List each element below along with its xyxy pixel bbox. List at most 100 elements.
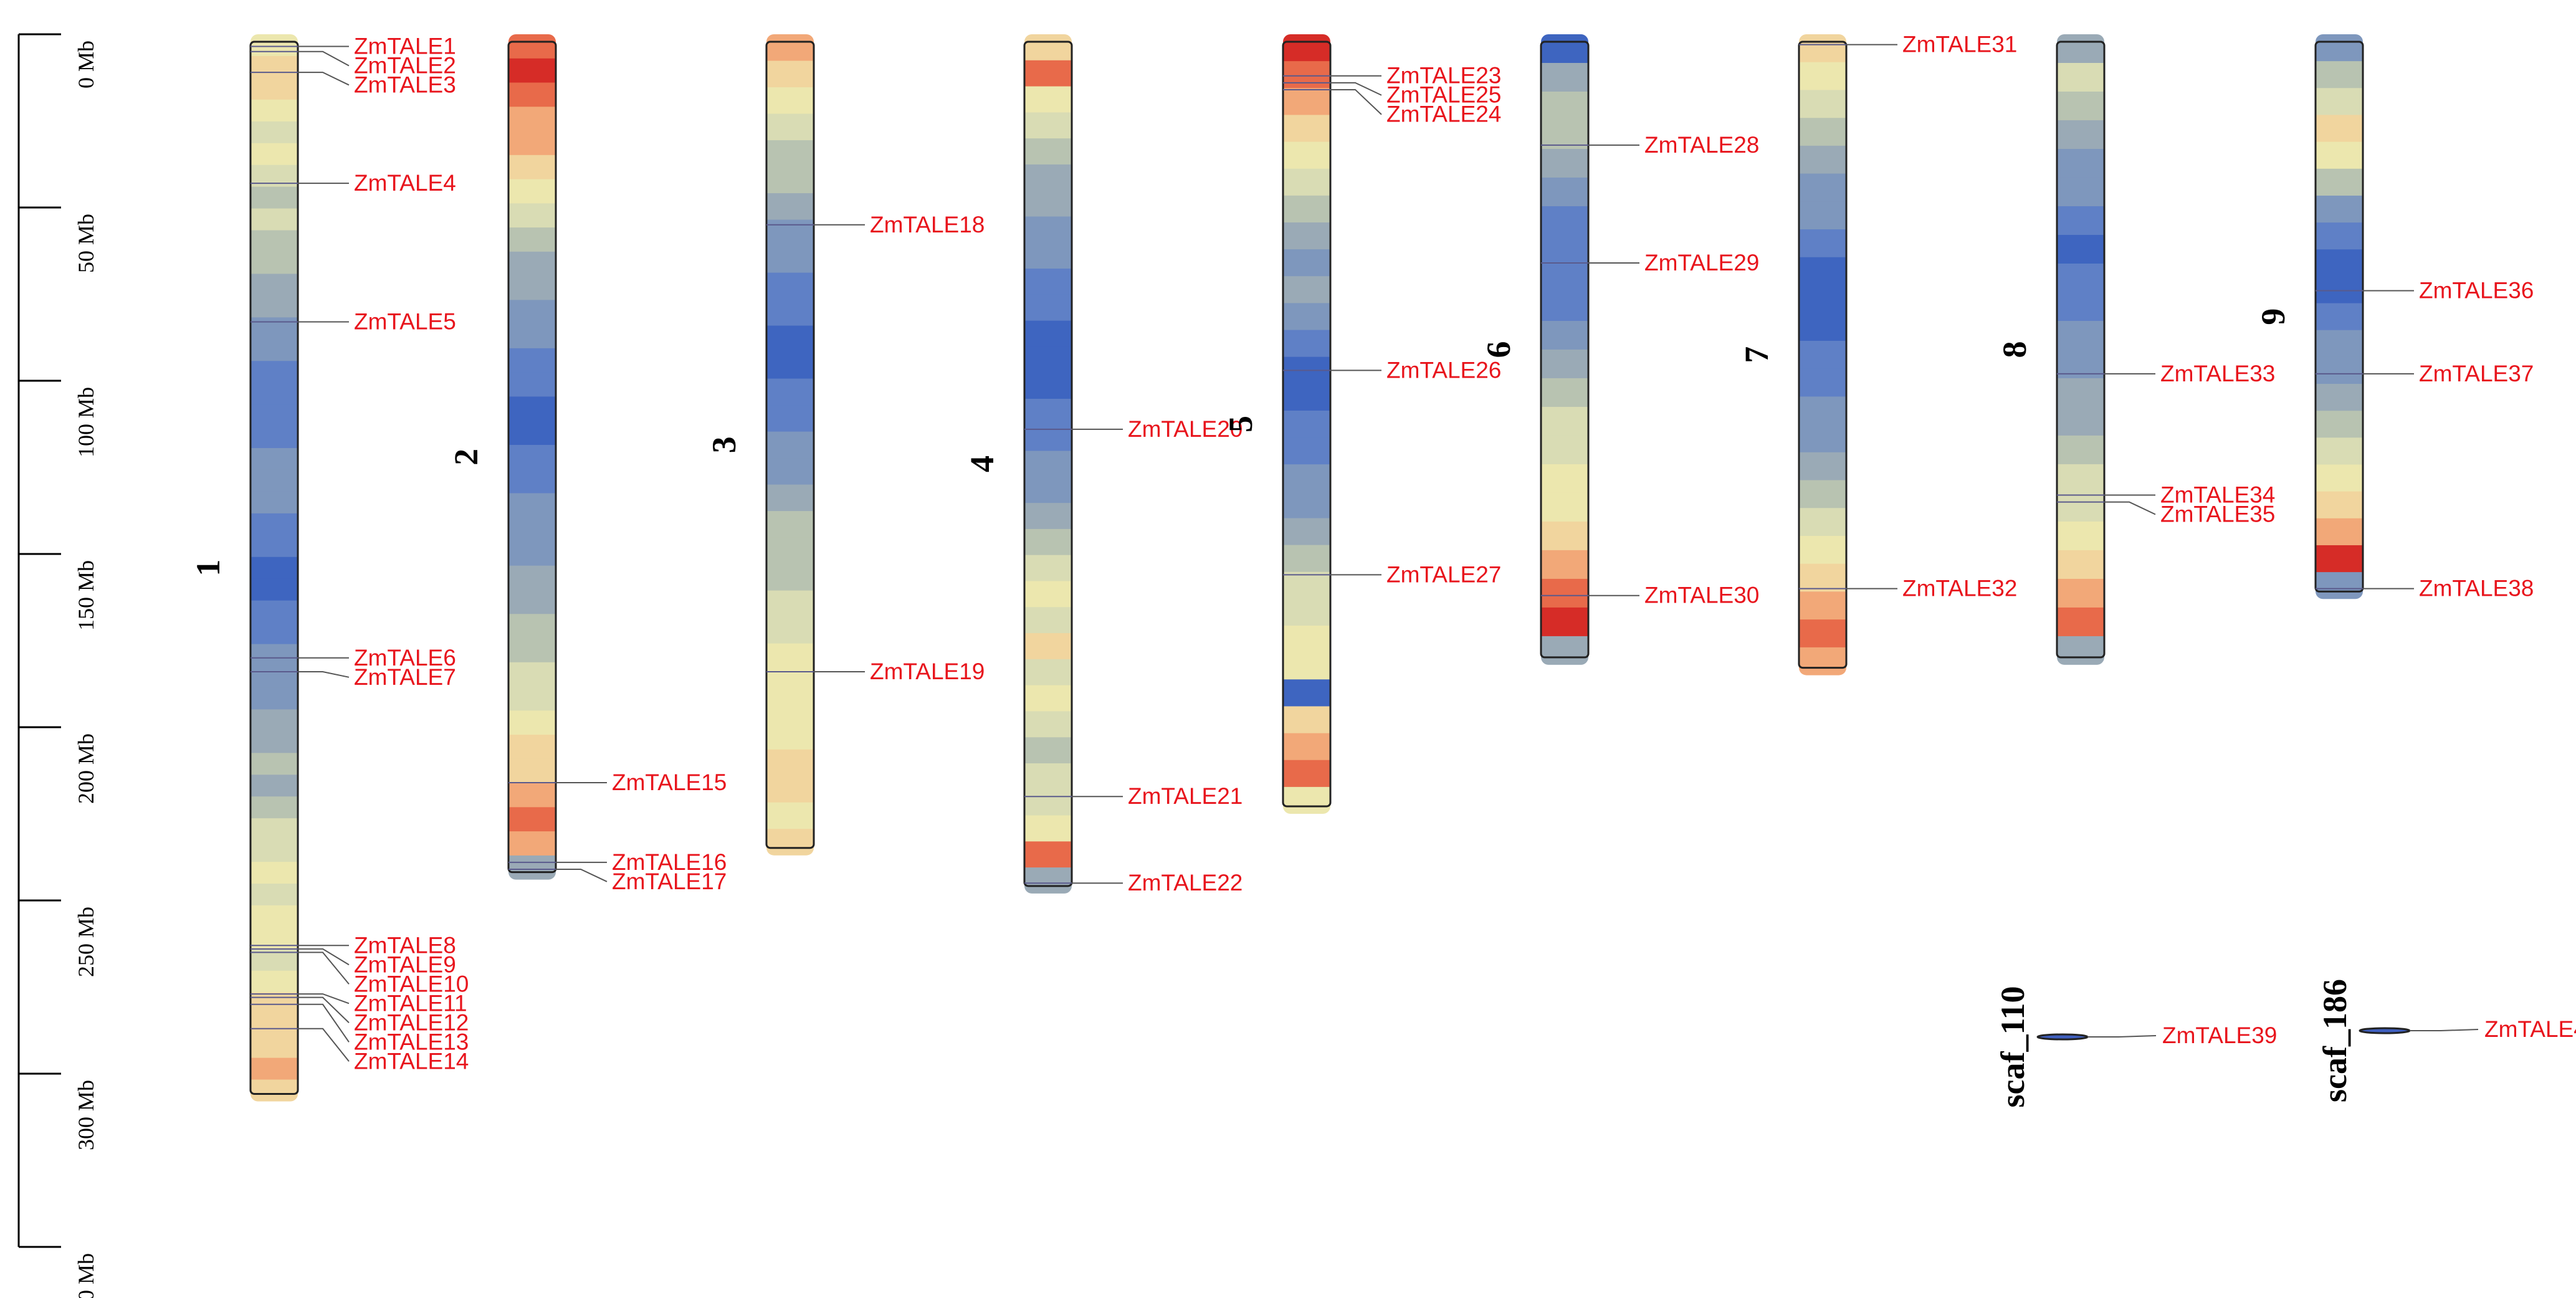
density-band [1799,62,1846,91]
gene-marker: ZmTALE26 [1283,357,1501,383]
gene-marker: ZmTALE6 [250,645,456,670]
density-band [2316,34,2363,62]
chromosome-3: 3 ZmTALE18 ZmTALE19 [705,34,985,856]
density-band [508,686,556,712]
chromosome-outline [765,41,815,849]
density-band [250,317,298,340]
gene-marker: ZmTALE32 [1799,576,2017,601]
gene-leader-line [298,1028,350,1062]
density-band [766,140,814,168]
chromosome-label: 1 [189,560,227,576]
gene-marker: ZmTALE4 [250,170,456,196]
chromosome-outline [249,41,299,1095]
density-band [508,34,556,59]
density-band [2057,636,2104,665]
density-band [1541,435,1588,465]
chromosome-outline [2056,41,2106,659]
density-band [1283,195,1330,223]
density-band [2316,61,2363,89]
gene-marker: ZmTALE18 [766,212,985,237]
density-band [2057,464,2104,494]
density-band [508,300,556,325]
axis-tick-label: 0 Mb [74,41,98,88]
density-band [1024,216,1072,244]
density-band [250,295,298,318]
gene-label: ZmTALE2 [354,52,456,78]
chromosome-outline [1282,41,1332,808]
density-band [1799,647,1846,675]
gene-label: ZmTALE3 [354,72,456,97]
density-band [250,709,298,732]
density-band [1283,168,1330,196]
gene-marker: ZmTALE11 [250,990,467,1016]
density-band [508,855,556,880]
density-band [1799,173,1846,203]
gene-marker: ZmTALE33 [2057,361,2275,386]
gene-marker: ZmTALE16 [508,849,727,875]
density-band [250,992,298,1015]
density-band [766,802,814,830]
density-band [2316,572,2363,599]
density-band [1541,636,1588,665]
gene-leader-line [1330,82,1382,96]
density-band [2316,545,2363,573]
density-band [1541,406,1588,436]
density-band [766,166,814,194]
density-band [1283,222,1330,250]
density-band [508,589,556,615]
density-band [766,829,814,856]
density-band [1799,340,1846,370]
gene-label: ZmTALE21 [1128,783,1243,809]
scaffold-label: scaf_110 [1994,986,2031,1108]
density-band [2316,356,2363,384]
scaffold-scaf_110: scaf_110 ZmTALE39 [1994,986,2277,1108]
density-band [250,753,298,776]
gene-marker: ZmTALE7 [250,664,456,690]
density-band [250,34,298,57]
density-band [250,1036,298,1059]
density-band [1541,464,1588,494]
chromosome-label: 8 [1996,341,2033,358]
density-band [250,339,298,362]
axis-tick-label: 300 Mb [74,1080,98,1150]
scaffold-layer: scaf_110 ZmTALE39 scaf_186 ZmTALE40 [1994,979,2576,1107]
density-band [1283,276,1330,304]
density-band [766,431,814,459]
density-band [508,372,556,398]
density-band [250,448,298,470]
density-band [508,710,556,735]
density-band [508,662,556,687]
gene-marker: ZmTALE10 [250,952,469,996]
density-band [250,1057,298,1081]
axis-tick-label: 100 Mb [74,387,98,457]
density-band [2057,34,2104,64]
density-band [1541,521,1588,551]
density-band [2057,550,2104,580]
axis-tick-label: 200 Mb [74,733,98,804]
chromosome-label: 2 [447,449,485,465]
density-band [1024,685,1072,712]
density-band [2316,249,2363,277]
density-band [1283,706,1330,734]
density-band [250,55,298,79]
density-band [250,361,298,383]
density-band [250,600,298,623]
density-bands [766,34,814,856]
gene-label: ZmTALE16 [612,849,727,875]
density-band [508,831,556,856]
chromosome-4: 4 ZmTALE20 ZmTALE21 ZmTALE22 [963,34,1243,895]
density-band [1024,320,1072,348]
density-band [1541,349,1588,379]
gene-label: ZmTALE11 [354,990,467,1016]
density-band [1283,598,1330,626]
density-band [2316,88,2363,116]
chromosome-outline [1798,41,1848,669]
chromosome-label: 3 [705,436,743,453]
density-band [1799,452,1846,481]
density-band [508,275,556,301]
gene-label: ZmTALE9 [354,952,456,977]
density-band [1283,786,1330,814]
density-band [508,783,556,808]
density-band [2316,491,2363,519]
density-band [508,565,556,591]
